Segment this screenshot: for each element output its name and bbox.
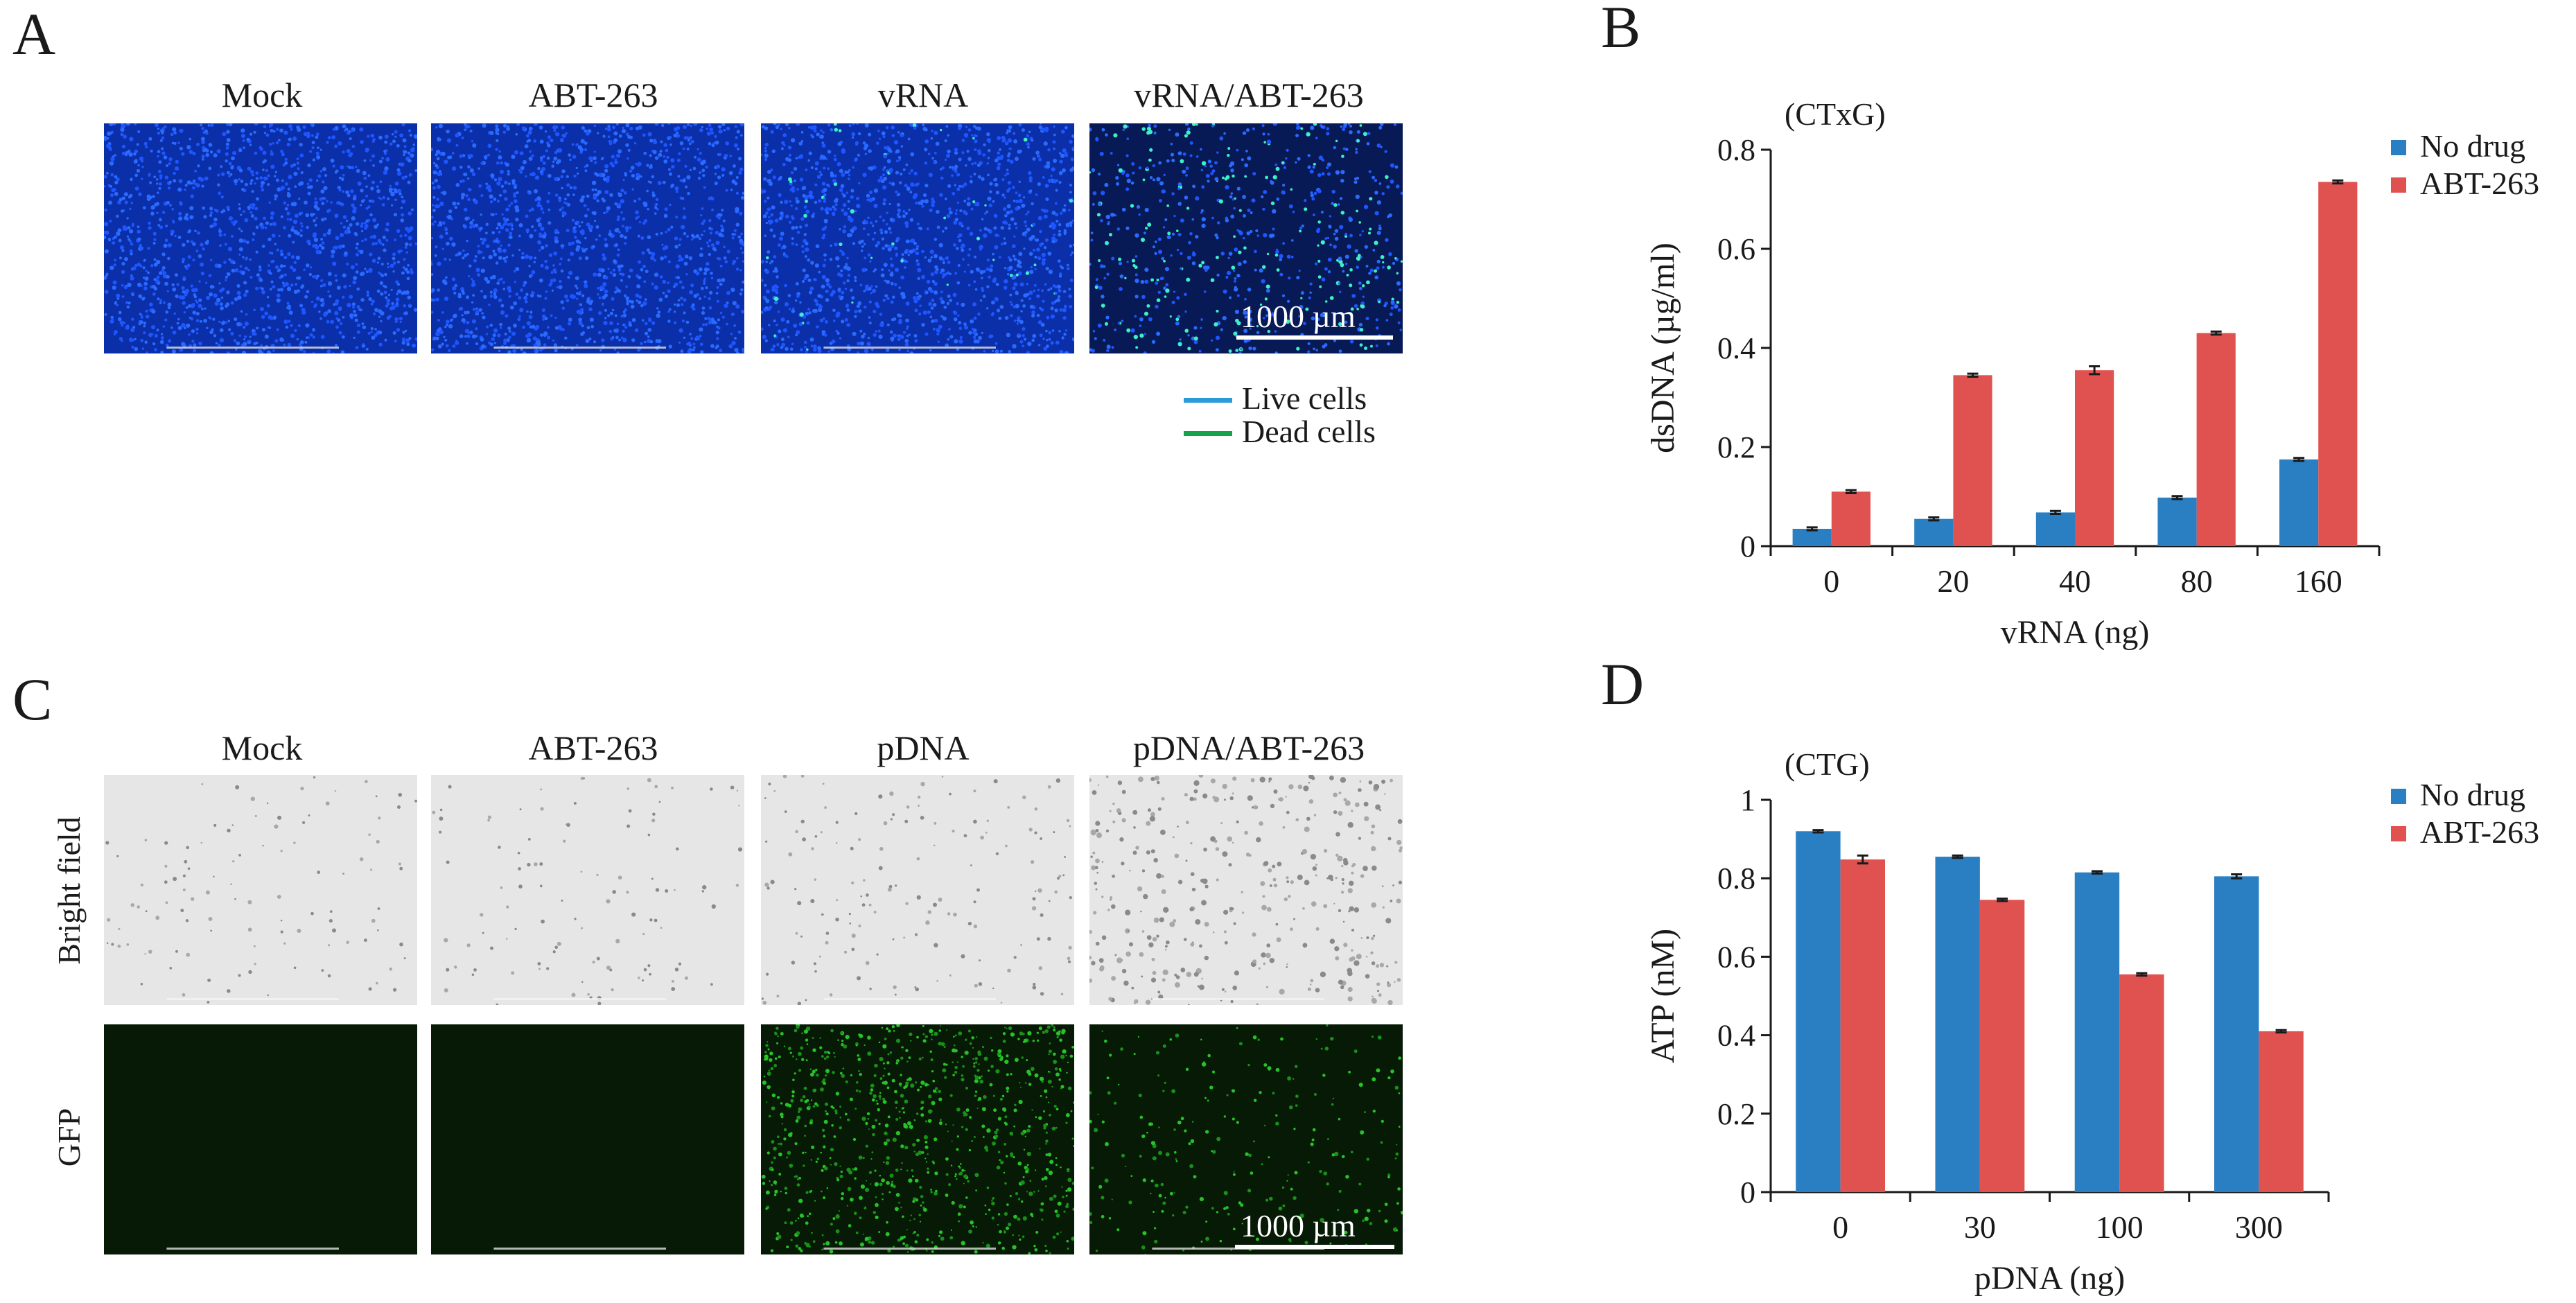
panel-a-column-title-mock: Mock [221, 76, 303, 114]
chart-panel-b: B (CTxG) 0 0.2 0.4 0.6 0.8 0 20 40 80 160 vRNA (ng) d… [1601, 0, 2539, 651]
chart-annotation: (CTG) [1785, 746, 1870, 782]
bar-no-drug-100 [2074, 872, 2120, 1192]
bar-abt-263-80 [2196, 333, 2236, 546]
bar-abt-263-300 [2259, 1031, 2304, 1192]
bar-no-drug-160 [2279, 459, 2319, 546]
bar-no-drug-80 [2157, 497, 2197, 546]
panel-a-column-title-vrna-abt263: vRNA/ABT-263 [1134, 76, 1364, 114]
scale-bar-c [1235, 1245, 1394, 1249]
bar-abt-263-30 [1979, 900, 2025, 1192]
panel-a-column-title-abt263: ABT-263 [528, 76, 658, 114]
x-tick-label: 20 [1937, 563, 1969, 599]
legend-label-no-drug: No drug [2420, 777, 2525, 812]
legend-line-dead-cells [1184, 431, 1232, 436]
micrograph-texture [104, 775, 417, 1005]
panel-c-column-title-abt263: ABT-263 [528, 728, 658, 767]
panel-a-column-title-vrna: vRNA [877, 76, 969, 114]
y-tick-label: 0.2 [1717, 430, 1755, 464]
micrograph-texture [761, 1024, 1074, 1254]
x-axis-label: vRNA (ng) [2001, 614, 2150, 651]
panel-c-row-title-bright-field: Bright field [51, 816, 87, 965]
legend-swatch-abt-263 [2391, 826, 2406, 841]
panel-c-row-title-gfp: GFP [51, 1108, 87, 1167]
panel-letter-a: A [12, 1, 56, 67]
panel-c-column-title-pdna: pDNA [877, 728, 970, 767]
micrograph-texture [761, 775, 1074, 1005]
bar-abt-263-100 [2119, 974, 2164, 1192]
bar-no-drug-40 [2035, 512, 2075, 546]
bar-no-drug-0 [1796, 831, 1841, 1192]
bar-no-drug-300 [2214, 876, 2259, 1192]
y-axis-label: ATP (nM) [1645, 929, 1681, 1063]
x-tick-label: 0 [1823, 563, 1839, 599]
legend-label-abt-263: ABT-263 [2420, 814, 2539, 850]
x-tick-label: 80 [2181, 563, 2213, 599]
bar-no-drug-0 [1792, 528, 1832, 546]
micrograph-c-gfp-abt263 [431, 1024, 744, 1254]
scale-bar-a [1236, 335, 1393, 340]
y-tick-label: 0 [1740, 530, 1755, 563]
micrograph-c-bright-mock [104, 775, 417, 1005]
panel-letter-c: C [12, 666, 53, 733]
micrograph-texture [1089, 123, 1403, 353]
x-tick-label: 100 [2096, 1209, 2144, 1245]
bar-abt-263-40 [2075, 370, 2114, 546]
bar-abt-263-160 [2318, 182, 2358, 547]
legend-label-dead-cells: Dead cells [1242, 414, 1376, 449]
scale-label-c: 1000 µm [1241, 1208, 1356, 1243]
legend-label-live-cells: Live cells [1242, 381, 1367, 416]
x-tick-label: 30 [1964, 1209, 1996, 1245]
x-tick-label: 40 [2059, 563, 2091, 599]
panel-c-column-title-pdna-abt263: pDNA/ABT-263 [1132, 728, 1365, 767]
y-tick-label: 0.6 [1717, 940, 1755, 974]
legend-label-no-drug: No drug [2420, 128, 2525, 164]
y-tick-label: 0.8 [1717, 862, 1755, 895]
legend-swatch-no-drug [2391, 789, 2406, 804]
panel-letter-b: B [1601, 0, 1640, 60]
micrograph-texture [431, 123, 744, 353]
micrograph-a-vrna-abt263 [1089, 123, 1403, 353]
micrograph-texture [104, 123, 417, 353]
chart-panel-d: D (CTG) 0 0.2 0.4 0.6 0.8 1 0 30 100 300 pDNA (ng) AT… [1601, 658, 2539, 1297]
panel-c-column-title-mock: Mock [221, 728, 303, 767]
bar-abt-263-0 [1831, 491, 1870, 546]
legend-swatch-abt-263 [2391, 177, 2406, 193]
micrograph-texture [1089, 775, 1403, 1005]
bar-no-drug-30 [1935, 857, 1980, 1192]
x-tick-label: 300 [2235, 1209, 2283, 1245]
x-axis-label: pDNA (ng) [1974, 1260, 2125, 1297]
micrograph-c-gfp-mock [104, 1024, 417, 1254]
legend-label-abt-263: ABT-263 [2420, 166, 2539, 201]
bar-abt-263-20 [1953, 375, 1992, 546]
legend-swatch-no-drug [2391, 140, 2406, 155]
micrograph-c-bright-pdna-abt263 [1089, 775, 1403, 1005]
y-tick-label: 0 [1740, 1175, 1755, 1209]
legend-line-live-cells [1184, 398, 1232, 403]
micrograph-c-gfp-pdna [761, 1024, 1074, 1254]
micrograph-texture [761, 123, 1074, 353]
micrograph-texture [431, 1024, 744, 1254]
y-tick-label: 0.2 [1717, 1097, 1755, 1131]
y-tick-label: 0.8 [1717, 133, 1755, 167]
y-tick-label: 1 [1740, 783, 1755, 817]
micrograph-c-bright-abt263 [431, 775, 744, 1005]
micrograph-texture [104, 1024, 417, 1254]
y-axis-label: dsDNA (µg/ml) [1645, 243, 1681, 453]
bar-no-drug-20 [1914, 518, 1954, 546]
micrograph-a-mock [104, 123, 417, 353]
y-tick-label: 0.6 [1717, 232, 1755, 266]
x-tick-label: 0 [1832, 1209, 1848, 1245]
panel-letter-d: D [1601, 658, 1644, 717]
micrograph-a-vrna [761, 123, 1074, 353]
bar-abt-263-0 [1840, 859, 1886, 1192]
scale-label-a: 1000 µm [1241, 299, 1356, 334]
chart-annotation: (CTxG) [1785, 96, 1886, 132]
y-tick-label: 0.4 [1717, 1019, 1755, 1053]
micrograph-a-abt263 [431, 123, 744, 353]
micrograph-c-bright-pdna [761, 775, 1074, 1005]
micrograph-texture [431, 775, 744, 1005]
y-tick-label: 0.4 [1717, 331, 1755, 365]
x-tick-label: 160 [2295, 563, 2342, 599]
